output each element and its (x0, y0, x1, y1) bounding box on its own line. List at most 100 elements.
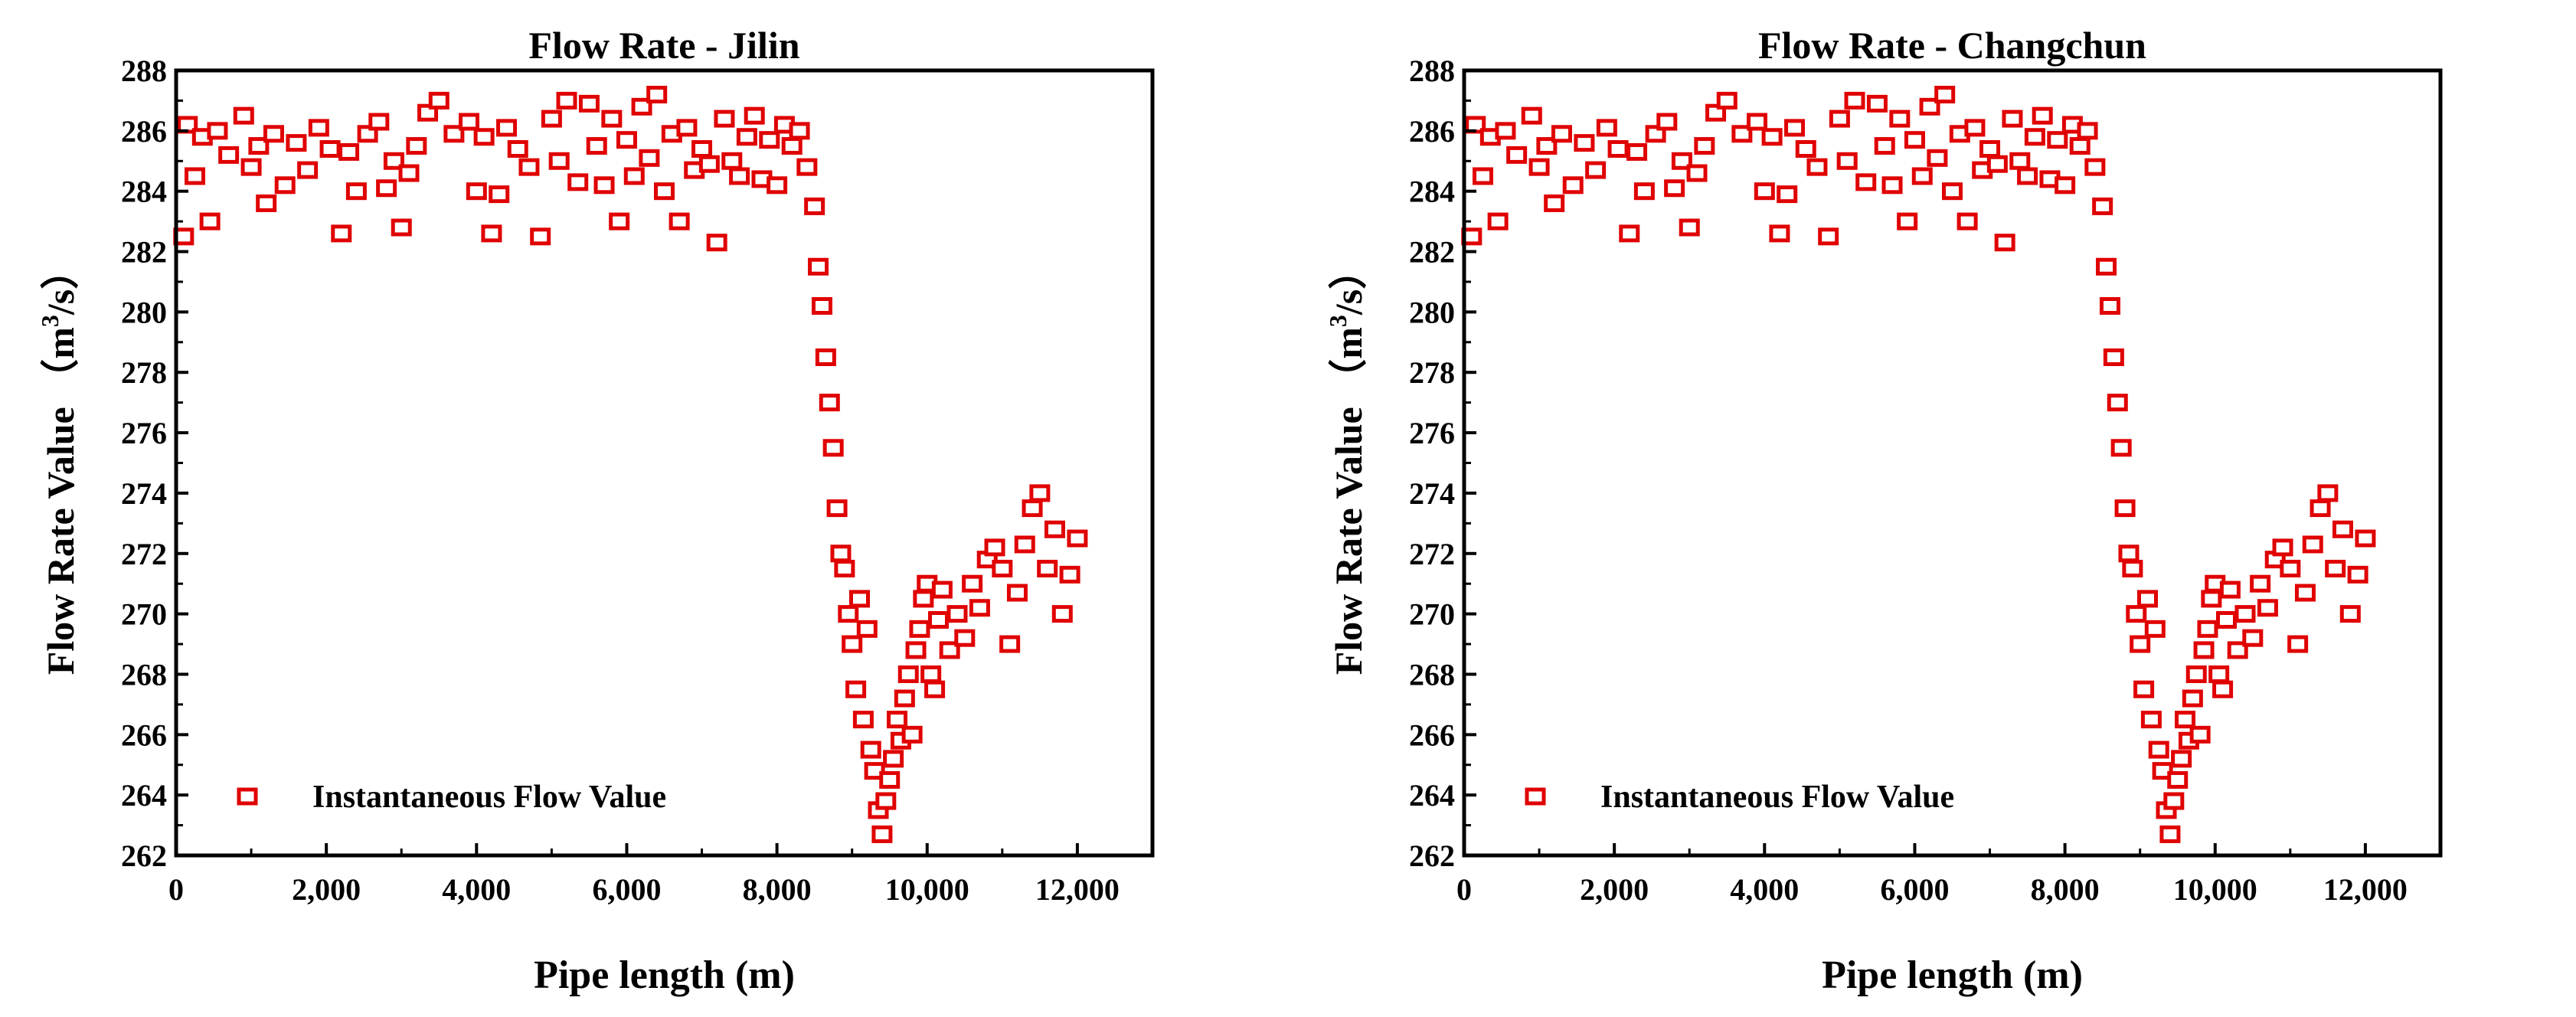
data-point (781, 137, 803, 155)
data-point (2126, 605, 2147, 623)
data-point (2137, 590, 2158, 608)
data-point (2122, 559, 2143, 577)
data-point (2317, 484, 2339, 502)
data-point (1633, 182, 1655, 201)
x-tick-label: 0 (1456, 872, 1472, 907)
data-point (789, 122, 810, 140)
data-point (2185, 665, 2207, 683)
data-point (383, 152, 404, 170)
x-tick-label: 4,000 (1730, 872, 1799, 907)
data-point (2287, 635, 2309, 653)
data-point (2347, 565, 2368, 584)
data-point (2130, 635, 2151, 653)
data-point (1979, 140, 2001, 158)
data-point (185, 167, 206, 185)
data-point (2009, 152, 2031, 170)
data-point (2152, 762, 2173, 780)
y-axis-label-superscript: 3 (36, 315, 64, 327)
y-tick-label: 280 (1409, 295, 1455, 329)
data-point (909, 620, 930, 638)
data-point (2024, 128, 2045, 146)
data-point (804, 197, 825, 215)
data-point (233, 106, 254, 125)
y-tick-label: 262 (1409, 839, 1455, 873)
x-tick-label: 4,000 (442, 872, 511, 907)
data-point (736, 128, 757, 146)
data-point (2110, 439, 2132, 457)
data-point (578, 94, 600, 113)
data-point (1596, 119, 1617, 137)
data-point (1694, 137, 1715, 155)
data-point (1994, 234, 2015, 252)
data-point (2242, 629, 2264, 647)
data-point (834, 559, 855, 577)
data-point (1671, 152, 1692, 170)
data-point (601, 110, 623, 128)
data-point (883, 750, 904, 768)
data-point (473, 128, 495, 146)
data-point (691, 140, 713, 158)
data-point (1911, 167, 1933, 185)
data-point (2171, 750, 2192, 768)
data-point (1006, 584, 1028, 602)
data-point (391, 218, 412, 237)
y-axis-label: Flow Rate Value （m3/s） (36, 251, 82, 675)
data-point (1014, 535, 1035, 554)
data-point (1904, 131, 1925, 149)
data-point (1942, 182, 1963, 201)
data-point (556, 91, 577, 110)
data-point (1536, 137, 1558, 155)
data-point (721, 152, 743, 170)
chart-title: Flow Rate - Changchun (1758, 24, 2146, 67)
data-point (263, 125, 284, 143)
legend-label: Instantaneous Flow Value (312, 780, 666, 815)
y-axis-label-unit: /s） (39, 251, 82, 316)
data-point (199, 212, 221, 231)
legend-marker (1525, 787, 1546, 806)
data-point (901, 725, 923, 744)
data-point (319, 140, 341, 158)
x-tick-label: 6,000 (1880, 872, 1949, 907)
data-point (2227, 641, 2248, 659)
data-point (924, 680, 946, 698)
data-point (1051, 605, 1073, 623)
data-point (871, 825, 893, 843)
data-point (2310, 499, 2331, 518)
y-tick-label: 272 (121, 537, 167, 571)
data-point (2096, 257, 2117, 276)
data-point (1574, 134, 1595, 152)
data-point (1716, 91, 1737, 110)
data-point (1619, 224, 1640, 243)
data-point (1881, 176, 1903, 195)
data-point (931, 580, 953, 599)
data-point (1829, 110, 1850, 128)
y-tick-label: 280 (121, 295, 167, 329)
data-point (616, 131, 637, 149)
data-point (548, 152, 570, 170)
data-point (2167, 770, 2189, 789)
data-point (1957, 212, 1978, 231)
data-point (939, 641, 960, 659)
data-point (2103, 348, 2124, 367)
x-tick-label: 2,000 (292, 872, 361, 907)
data-point (744, 106, 765, 125)
data-point (2294, 584, 2316, 602)
legend-marker (237, 787, 258, 806)
y-tick-label: 276 (121, 416, 167, 450)
data-point (1889, 110, 1911, 128)
data-point (639, 149, 660, 167)
data-point (428, 91, 449, 110)
data-point (1044, 520, 1065, 538)
data-point (999, 635, 1021, 653)
y-tick-label: 272 (1409, 537, 1455, 571)
data-point (1551, 125, 1572, 143)
data-point (706, 234, 727, 252)
data-point (1866, 94, 1888, 113)
data-point (1544, 194, 1565, 212)
x-tick-label: 10,000 (2173, 872, 2257, 907)
x-tick-label: 12,000 (1035, 872, 1120, 907)
data-point (1037, 559, 1058, 577)
data-point (331, 224, 352, 243)
data-point (274, 176, 296, 195)
data-point (1731, 125, 1753, 143)
